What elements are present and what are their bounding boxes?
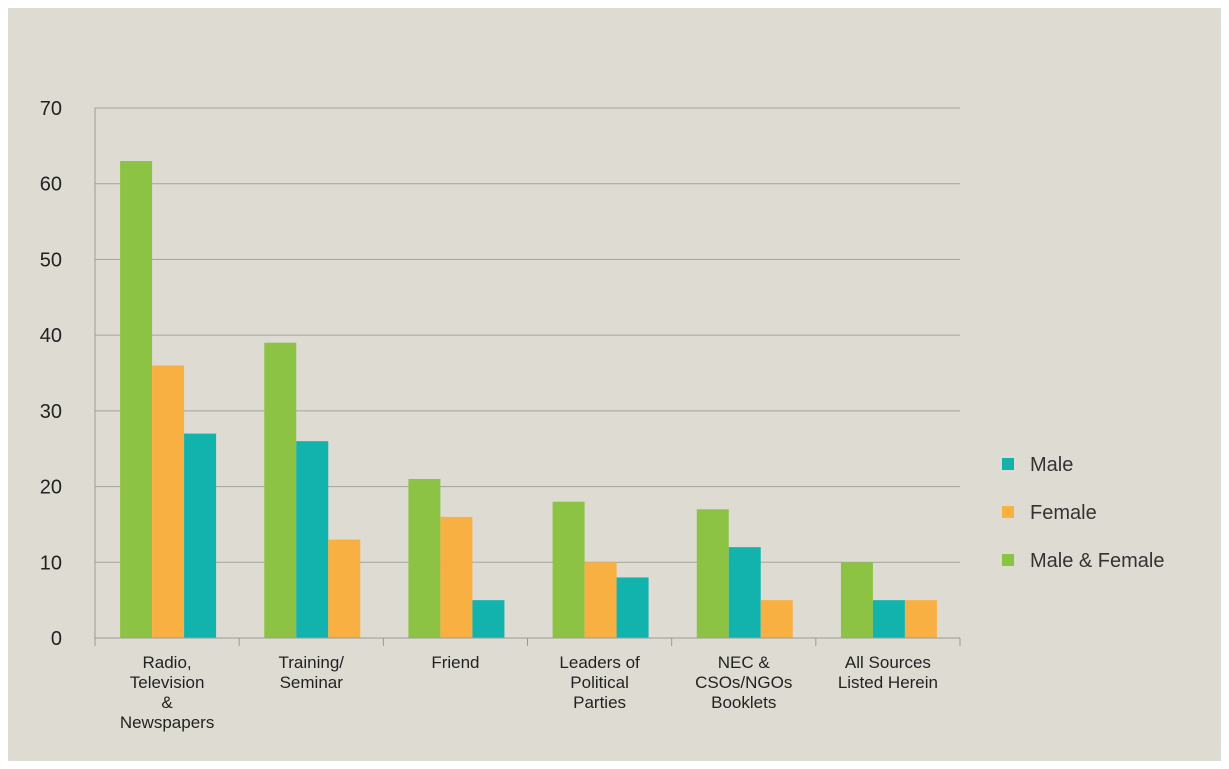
bar-male-and-female [264,342,297,638]
bar-male [872,600,905,638]
grid-layer [95,107,960,563]
bar-chart: 0 10 20 30 40 50 60 70 Radio, Television & Newspape… [40,98,1165,732]
bar-male [616,577,649,638]
axis-layer [94,108,961,646]
legend-label: Female [1030,502,1097,524]
legend-swatch-female [1002,506,1014,518]
x-tick-label: All Sources Listed Herein [838,653,938,692]
chart-area: 0 10 20 30 40 50 60 70 Radio, Television & Newspape… [8,8,1221,761]
legend-swatch-male [1002,458,1014,470]
bar-male [728,547,761,638]
x-tick-label: Training/Seminar [278,653,344,692]
bar-female [440,516,473,638]
bar-female [904,600,937,638]
x-tick-label: Leaders of Political Parties [559,653,640,712]
legend: Male Female Male & Female [1002,454,1165,572]
bar-female [328,539,361,638]
legend-label: Male [1030,454,1073,476]
y-tick-label: 60 [40,174,62,196]
bar-layer [120,161,937,638]
y-tick-label: 10 [40,552,62,574]
y-tick-label: 50 [40,249,62,271]
legend-swatch-male-and-female [1002,554,1014,566]
bar-female [584,562,617,638]
bar-male-and-female [696,509,729,638]
bar-male [184,433,217,638]
y-tick-label: 40 [40,325,62,347]
y-tick-label: 0 [51,628,62,650]
bar-male-and-female [408,479,441,638]
x-tick-label: Radio, Television & Newspapers [120,653,215,732]
x-tick-label: Friend [431,653,479,672]
bar-male [472,600,505,638]
bar-male-and-female [840,562,873,638]
y-tick-label: 30 [40,401,62,423]
bar-female [760,600,793,638]
label-layer: 0 10 20 30 40 50 60 70 Radio, Television & Newspape… [40,98,938,732]
bar-female [152,365,185,638]
y-tick-label: 20 [40,477,62,499]
bar-male-and-female [552,501,585,638]
y-tick-label: 70 [40,98,62,120]
x-tick-label: NEC & CSOs/NGOs Booklets [695,653,792,712]
bar-male-and-female [120,161,153,638]
bar-male [296,441,329,638]
legend-label: Male & Female [1030,550,1165,572]
